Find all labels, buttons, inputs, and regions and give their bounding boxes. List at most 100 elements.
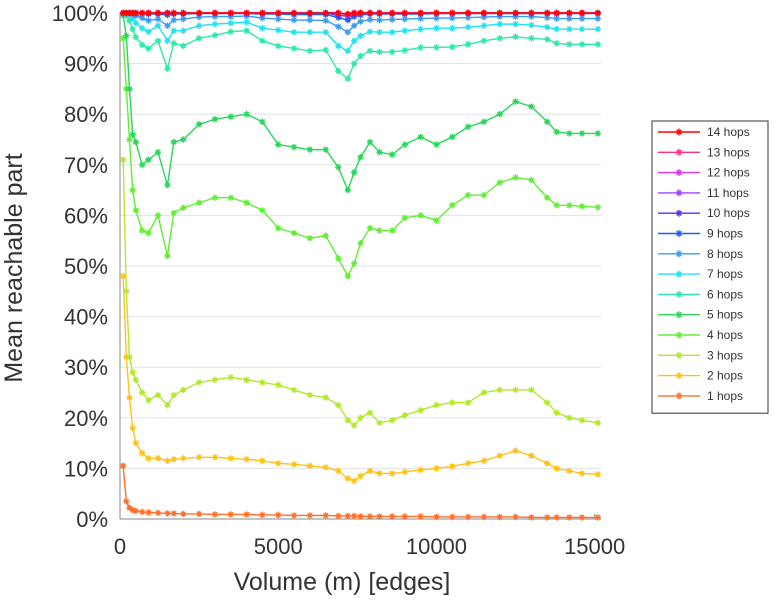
data-point [132, 439, 140, 447]
legend-label: 3 hops [707, 348, 743, 362]
data-point [126, 353, 133, 361]
data-point [195, 510, 203, 518]
x-tick-label: 5000 [254, 534, 303, 559]
data-point [195, 454, 203, 461]
y-axis-title: Mean reachable part [0, 153, 28, 382]
data-point [566, 25, 573, 33]
data-point [344, 475, 352, 482]
data-point [243, 18, 250, 26]
legend-item: 10 hops [658, 206, 750, 220]
data-point [138, 389, 146, 396]
data-point [306, 47, 314, 55]
y-tick-label: 70% [64, 153, 108, 178]
data-point [243, 27, 250, 34]
data-point [464, 191, 472, 199]
data-point [170, 510, 177, 517]
data-point [544, 9, 551, 17]
data-point [449, 513, 456, 521]
series-3-hops [119, 156, 602, 429]
data-point [290, 461, 298, 468]
data-point [449, 399, 456, 406]
data-point [566, 9, 573, 17]
data-point [290, 29, 298, 36]
data-point [195, 22, 203, 29]
data-point [566, 41, 573, 48]
data-point [594, 204, 602, 211]
data-point [164, 252, 171, 260]
data-point [132, 19, 140, 27]
legend-item: 2 hops [658, 369, 743, 383]
data-point [388, 29, 396, 36]
data-point [464, 23, 472, 31]
data-point [344, 512, 352, 520]
data-point [132, 507, 140, 515]
y-tick-label: 10% [64, 456, 108, 481]
data-point [123, 498, 130, 505]
data-point [259, 379, 266, 386]
data-point [417, 212, 424, 219]
data-point [243, 456, 250, 463]
data-point [417, 407, 424, 414]
data-point [145, 455, 152, 462]
data-point [164, 401, 171, 409]
data-point [138, 41, 146, 49]
y-tick-label: 40% [64, 305, 108, 330]
data-point [357, 154, 364, 161]
data-point [449, 133, 456, 141]
data-point [480, 22, 488, 29]
data-point [290, 45, 298, 52]
data-point [578, 470, 586, 477]
data-point [322, 394, 329, 401]
data-point [480, 9, 488, 17]
legend-label: 1 hops [707, 389, 743, 403]
series-line [122, 159, 598, 427]
data-point [154, 37, 162, 45]
data-point [275, 511, 282, 519]
data-point [366, 224, 374, 232]
series-5-hops [119, 12, 602, 194]
data-point [180, 9, 187, 17]
data-point [306, 391, 314, 399]
data-point [275, 224, 282, 232]
data-point [433, 217, 440, 224]
legend-marker [675, 351, 683, 359]
data-point [366, 467, 374, 475]
data-point [566, 514, 573, 521]
data-point [417, 9, 424, 17]
data-point [126, 17, 133, 24]
data-point [322, 512, 329, 519]
data-point [211, 32, 219, 39]
data-point [322, 29, 329, 36]
data-point [306, 16, 314, 24]
data-point [496, 386, 503, 394]
data-point [528, 386, 535, 394]
data-point [290, 386, 298, 394]
legend-label: 6 hops [707, 287, 743, 301]
data-point [322, 232, 329, 239]
data-point [417, 466, 424, 474]
data-point [357, 9, 364, 17]
data-point [512, 20, 519, 28]
legend-label: 8 hops [707, 247, 743, 261]
data-point [227, 113, 234, 120]
data-point [195, 199, 203, 206]
data-point [344, 75, 352, 82]
legend-label: 5 hops [707, 308, 743, 322]
data-point [433, 465, 440, 472]
data-point [578, 25, 586, 33]
legend-item: 12 hops [658, 166, 750, 180]
legend-box [651, 120, 769, 414]
data-point [243, 511, 250, 518]
legend-item: 14 hops [658, 125, 750, 139]
data-point [553, 25, 560, 33]
data-point [350, 422, 358, 429]
legend-label: 10 hops [707, 206, 750, 220]
data-point [335, 42, 342, 50]
data-point [145, 229, 152, 237]
data-point [259, 14, 266, 22]
data-point [259, 118, 266, 125]
data-point [464, 513, 472, 521]
data-point [512, 386, 519, 394]
data-point [322, 17, 329, 24]
data-point [433, 513, 440, 521]
